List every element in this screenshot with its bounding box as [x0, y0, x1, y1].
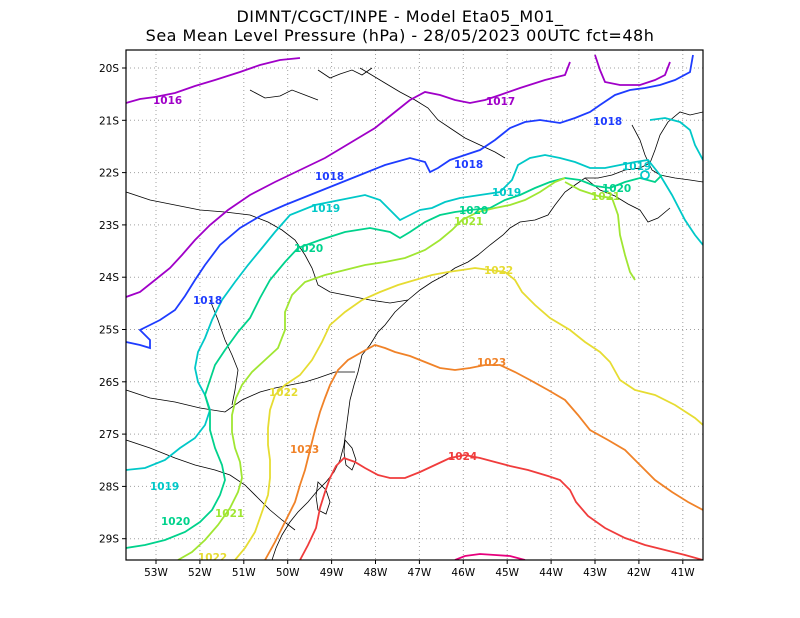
lat-tick-label: 28S — [99, 481, 119, 493]
lat-lon-grid — [126, 50, 703, 560]
isobar-1019 — [649, 117, 703, 161]
lat-tick-label: 29S — [99, 534, 119, 546]
contour-label: 1023 — [477, 357, 506, 369]
state-border — [631, 124, 703, 183]
contour-labels: 1016 1017 1018 1018 1018 1018 1019 1019 … — [150, 95, 651, 564]
isobar-1022 — [234, 267, 703, 560]
isobar-1020 — [126, 174, 663, 549]
contour-label: 1018 — [454, 159, 483, 171]
lon-tick-label: 44W — [539, 567, 563, 579]
lon-tick-label: 50W — [276, 567, 300, 579]
state-border — [126, 371, 355, 413]
contour-label: 1019 — [311, 203, 340, 215]
lat-tick-label: 23S — [99, 220, 119, 232]
contour-label: 1020 — [602, 183, 631, 195]
lon-tick-label: 48W — [364, 567, 388, 579]
contour-label: 1018 — [315, 171, 344, 183]
contour-label: 1022 — [269, 387, 298, 399]
isobar-1016 — [126, 61, 571, 298]
isobar-1021 — [564, 181, 636, 281]
lon-tick-label: 52W — [188, 567, 212, 579]
lon-tick-label: 42W — [627, 567, 651, 579]
contour-label: 1018 — [193, 295, 222, 307]
map-title-line-2: Sea Mean Level Pressure (hPa) - 28/05/20… — [145, 26, 655, 45]
lat-tick-label: 24S — [99, 272, 119, 284]
lon-tick-label: 45W — [495, 567, 519, 579]
contour-label: 1021 — [591, 191, 620, 203]
contour-label: 1020 — [294, 243, 323, 255]
isobars — [126, 54, 703, 560]
map-frame — [125, 49, 704, 561]
lagoon — [343, 439, 357, 471]
isobar-1018 — [126, 54, 694, 350]
contour-label: 1024 — [448, 451, 477, 463]
longitude-ticks: 53W 52W 51W 50W 49W 48W 47W 46W 45W 44W 43W 42W 41W — [144, 560, 695, 579]
contour-label: 1020 — [459, 205, 488, 217]
state-border — [359, 67, 506, 159]
contour-label: 1019 — [150, 481, 179, 493]
contour-label: 1016 — [153, 95, 182, 107]
lon-tick-label: 41W — [671, 567, 695, 579]
map-title-line-1: DIMNT/CGCT/INPE - Model Eta05_M01_ — [236, 7, 564, 26]
contour-label: 1017 — [486, 96, 515, 108]
small-isobar-1019-loop — [640, 170, 650, 180]
state-border — [584, 177, 671, 223]
lat-tick-label: 26S — [99, 377, 119, 389]
lon-tick-label: 46W — [451, 567, 475, 579]
lon-tick-label: 53W — [144, 567, 168, 579]
state-border — [317, 67, 373, 79]
isobar-1019 — [126, 154, 703, 471]
contour-label: 1019 — [622, 161, 651, 173]
contour-label: 1023 — [290, 444, 319, 456]
isobar-1016 — [594, 54, 671, 86]
isobar-1023 — [264, 344, 703, 560]
lon-tick-label: 43W — [583, 567, 607, 579]
contour-label: 1019 — [492, 187, 521, 199]
country-border — [126, 439, 296, 531]
lat-tick-label: 21S — [99, 115, 119, 127]
contour-label: 1018 — [593, 116, 622, 128]
lat-tick-label: 27S — [99, 429, 119, 441]
contour-label: 1021 — [215, 508, 244, 520]
contour-label: 1022 — [484, 265, 513, 277]
lat-tick-label: 25S — [99, 325, 119, 337]
lat-tick-label: 22S — [99, 168, 119, 180]
isobar-1025 — [454, 553, 526, 560]
latitude-ticks: 20S 21S 22S 23S 24S 25S 26S 27S 28S 29S — [99, 63, 126, 546]
lon-tick-label: 51W — [232, 567, 256, 579]
contour-label: 1022 — [198, 552, 227, 564]
state-border — [126, 191, 409, 304]
isobar-1024 — [299, 454, 703, 560]
contour-label: 1020 — [161, 516, 190, 528]
isobar-1016 — [126, 57, 301, 104]
state-border — [249, 89, 319, 101]
lon-tick-label: 47W — [408, 567, 432, 579]
lat-tick-label: 20S — [99, 63, 119, 75]
isobar-1021 — [177, 177, 566, 560]
country-border — [209, 299, 239, 406]
lon-tick-label: 49W — [320, 567, 344, 579]
contour-label: 1021 — [454, 216, 483, 228]
